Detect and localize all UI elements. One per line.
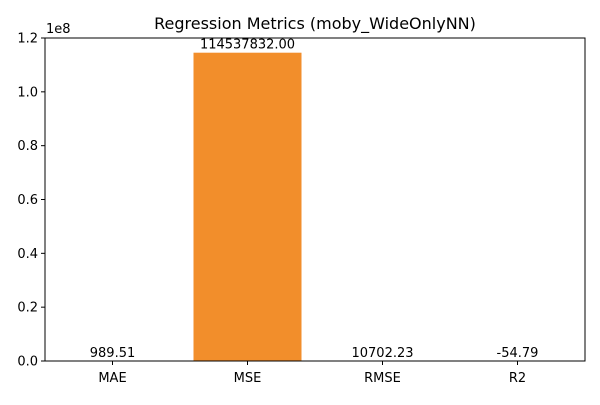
y-tick-label: 1.2 xyxy=(17,32,38,47)
y-tick-label: 0.6 xyxy=(17,193,38,208)
y-tick-label: 0.2 xyxy=(17,301,38,316)
chart-title: Regression Metrics (moby_WideOnlyNN) xyxy=(154,14,476,34)
x-tick-label-rmse: RMSE xyxy=(364,371,401,386)
plot-frame xyxy=(45,38,585,361)
y-tick-label: 0.0 xyxy=(17,355,38,370)
bar-value-label-mae: 989.51 xyxy=(90,346,136,361)
y-axis-multiplier: 1e8 xyxy=(46,22,71,37)
axes-layer xyxy=(41,38,585,365)
y-tick-label: 1.0 xyxy=(17,85,38,100)
bar-value-label-mse: 114537832.00 xyxy=(200,38,295,53)
y-tick-label: 0.8 xyxy=(17,139,38,154)
x-tick-label-mse: MSE xyxy=(234,371,262,386)
x-tick-label-r2: R2 xyxy=(509,371,526,386)
x-tick-label-mae: MAE xyxy=(98,371,126,386)
bar-value-label-rmse: 10702.23 xyxy=(351,346,413,361)
bar-mse xyxy=(194,53,302,361)
y-tick-label: 0.4 xyxy=(17,247,38,262)
bars-layer xyxy=(194,53,437,361)
bar-value-label-r2: -54.79 xyxy=(497,346,539,361)
